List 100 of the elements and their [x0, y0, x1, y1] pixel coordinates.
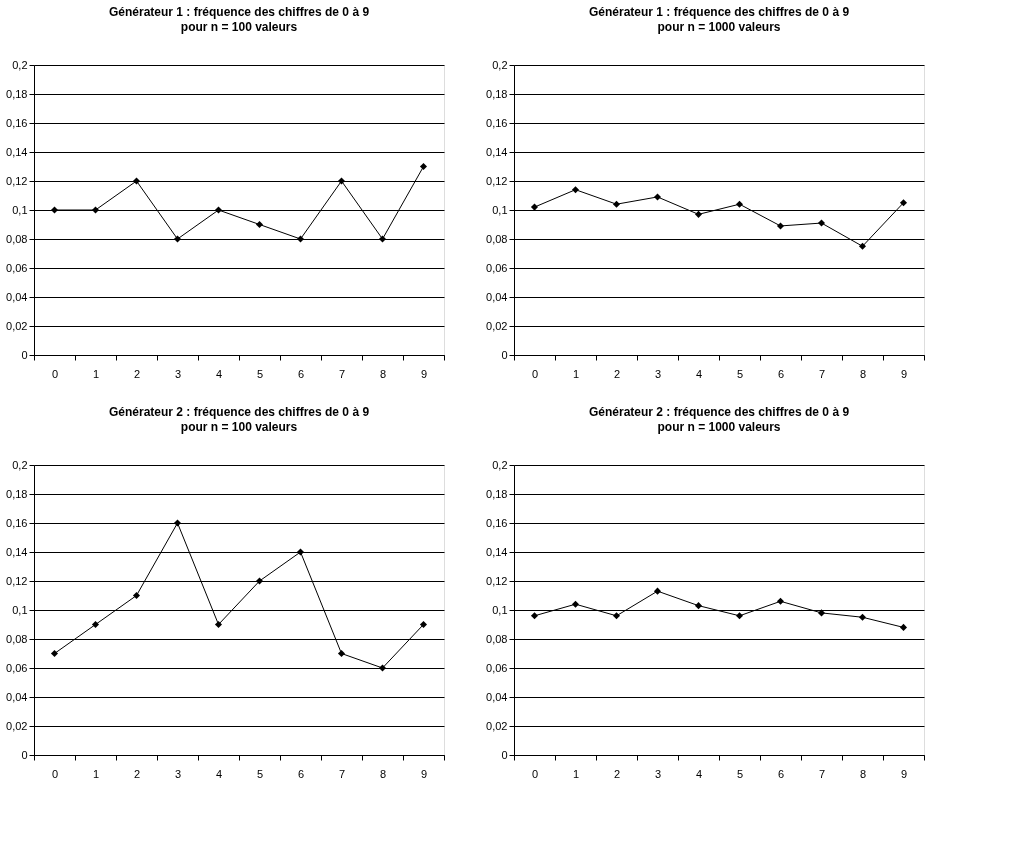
x-tick-label: 6	[777, 367, 785, 380]
x-tick-label: 9	[420, 767, 428, 780]
y-tick-label: 0,18	[6, 487, 28, 500]
point	[571, 600, 580, 608]
x-tick-label: 5	[736, 367, 744, 380]
x-tick-label: 2	[133, 767, 141, 780]
x-tick-label: 4	[215, 767, 223, 780]
y-tick-label: 0,12	[6, 574, 28, 587]
x-tick-label: 7	[338, 367, 346, 380]
x-tick-label: 9	[900, 367, 908, 380]
point	[50, 649, 59, 658]
y-tick-label: 0,06	[486, 261, 508, 274]
y-tick-label: 0,1	[12, 603, 28, 616]
x-tick-label: 8	[859, 367, 867, 380]
point	[296, 548, 305, 556]
point	[419, 620, 428, 629]
y-tick-label: 0,14	[6, 145, 28, 158]
y-tick-label: 0,06	[486, 661, 508, 674]
x-tick-label: 6	[297, 767, 305, 780]
y-tick-label: 0,02	[486, 319, 508, 332]
y-tick-label: 0,16	[486, 116, 508, 129]
x-tick-label: 3	[654, 767, 662, 780]
x-tick-label: 8	[859, 767, 867, 780]
point	[612, 200, 621, 208]
x-tick-label: 7	[818, 767, 826, 780]
point	[173, 235, 182, 243]
x-tick-label: 5	[256, 767, 264, 780]
point	[419, 162, 428, 171]
chart-title: Générateur 1 : fréquence des chiffres de 0 à 9	[588, 5, 850, 19]
y-tick-label: 0,04	[486, 690, 508, 703]
y-tick-label: 0,12	[486, 174, 508, 187]
y-tick-label: 0	[21, 348, 28, 361]
x-tick-label: 0	[531, 367, 539, 380]
point	[776, 222, 785, 230]
y-tick-label: 0,2	[12, 58, 28, 71]
point	[530, 203, 539, 211]
x-tick-label: 0	[531, 767, 539, 780]
x-tick-label: 2	[613, 767, 621, 780]
y-tick-label: 0,18	[6, 87, 28, 100]
x-tick-label: 4	[695, 367, 703, 380]
x-tick-label: 3	[174, 367, 182, 380]
point	[214, 620, 223, 629]
x-tick-label: 4	[215, 367, 223, 380]
chart-title: Générateur 2 : fréquence des chiffres de 0 à 9	[588, 405, 850, 419]
point	[255, 220, 264, 229]
x-tick-label: 6	[297, 367, 305, 380]
point	[255, 577, 264, 585]
point	[337, 649, 346, 658]
x-tick-label: 2	[133, 367, 141, 380]
point	[530, 612, 539, 620]
x-tick-label: 0	[51, 767, 59, 780]
y-tick-label: 0	[21, 748, 28, 761]
point	[899, 623, 908, 631]
point	[378, 664, 387, 672]
point	[50, 206, 59, 214]
y-tick-label: 0,2	[12, 458, 28, 471]
y-tick-label: 0,12	[6, 174, 28, 187]
point	[571, 186, 580, 194]
y-tick-label: 0,08	[486, 232, 508, 245]
x-tick-label: 8	[379, 767, 387, 780]
point	[378, 235, 387, 243]
x-tick-label: 0	[51, 367, 59, 380]
point	[612, 612, 621, 620]
x-tick-label: 6	[777, 767, 785, 780]
y-tick-label: 0,04	[6, 690, 28, 703]
x-tick-label: 3	[654, 367, 662, 380]
y-tick-label: 0,14	[486, 145, 508, 158]
point	[858, 613, 867, 621]
x-tick-label: 7	[818, 367, 826, 380]
y-tick-label: 0	[501, 748, 508, 761]
chart-title: Générateur 2 : fréquence des chiffres de 0 à 9	[108, 405, 370, 419]
point	[173, 519, 182, 527]
x-tick-label: 9	[420, 367, 428, 380]
y-tick-label: 0,14	[6, 545, 28, 558]
chart-subtitle: pour n = 100 valeurs	[180, 420, 298, 434]
y-tick-label: 0,16	[6, 116, 28, 129]
point	[694, 210, 703, 218]
point	[858, 242, 867, 250]
y-tick-label: 0	[501, 348, 508, 361]
point	[132, 177, 141, 185]
x-tick-label: 9	[900, 767, 908, 780]
x-tick-label: 1	[92, 367, 100, 380]
y-tick-label: 0,06	[6, 661, 28, 674]
chart-subtitle: pour n = 100 valeurs	[180, 20, 298, 34]
x-tick-label: 4	[695, 767, 703, 780]
point	[337, 177, 346, 185]
y-tick-label: 0,02	[486, 719, 508, 732]
y-tick-label: 0,1	[12, 203, 28, 216]
y-tick-label: 0,08	[6, 232, 28, 245]
point	[214, 206, 223, 214]
point	[776, 597, 785, 605]
point	[91, 206, 100, 214]
x-tick-label: 8	[379, 367, 387, 380]
y-tick-label: 0,08	[6, 632, 28, 645]
chart-title: Générateur 1 : fréquence des chiffres de 0 à 9	[108, 5, 370, 19]
point	[817, 609, 826, 617]
y-tick-label: 0,16	[6, 516, 28, 529]
y-tick-label: 0,08	[486, 632, 508, 645]
y-tick-label: 0,1	[492, 603, 508, 616]
y-tick-label: 0,04	[486, 290, 508, 303]
